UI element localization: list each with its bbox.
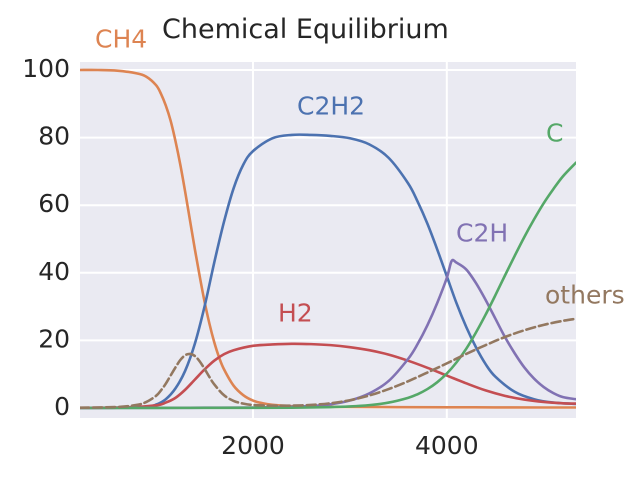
series-line-c2h2 (80, 133, 576, 410)
x-tick-label: 2000 (221, 431, 285, 460)
y-tick-label: 100 (22, 54, 70, 83)
series-line-c (80, 161, 576, 410)
y-tick-label: 80 (38, 122, 70, 151)
series-label-c: C (546, 118, 563, 147)
y-tick-label: 40 (38, 257, 70, 286)
series-label-others: others (545, 280, 625, 309)
x-tick-labels: 2000 4000 (221, 431, 478, 460)
y-tick-label: 0 (54, 392, 70, 421)
series-label-h2: H2 (278, 298, 313, 327)
series-label-c2h2: C2H2 (297, 91, 365, 120)
series-line-others (80, 317, 576, 409)
y-tick-labels: 0 20 40 60 80 100 (22, 54, 70, 421)
y-tick-label: 20 (38, 324, 70, 353)
series-line-h2 (80, 342, 576, 410)
chart-title: Chemical Equilibrium (162, 14, 449, 45)
series-label-ch4: CH4 (95, 24, 147, 53)
series-label-c2h: C2H (456, 218, 508, 247)
axes-background (80, 62, 576, 418)
x-tick-label: 4000 (415, 431, 479, 460)
series-lines (80, 68, 576, 410)
axes-facecolor-rect (80, 62, 576, 418)
y-tick-label: 60 (38, 189, 70, 218)
